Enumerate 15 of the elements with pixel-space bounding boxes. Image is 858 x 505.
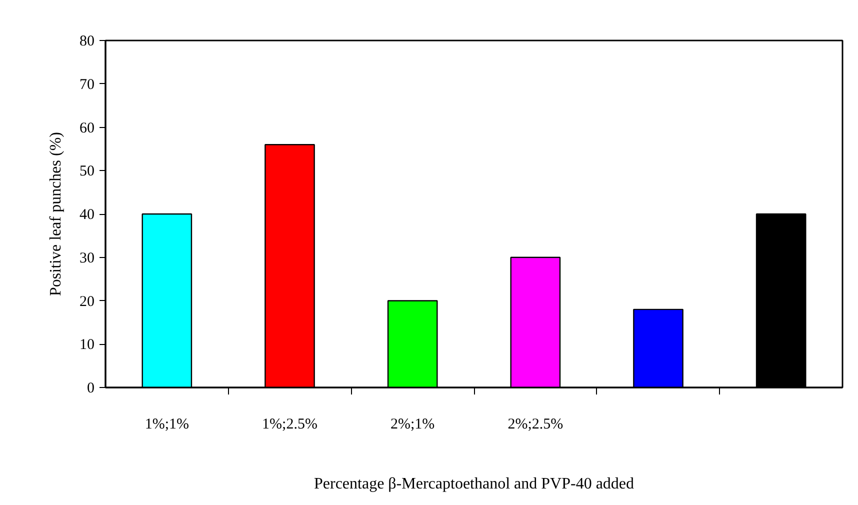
y-tick-label: 80	[80, 34, 94, 50]
y-tick-label: 40	[80, 207, 94, 223]
y-tick-label: 60	[80, 120, 94, 136]
y-tick-label: 20	[80, 294, 94, 310]
y-axis-title: Positive leaf punches (%)	[48, 132, 64, 296]
y-tick-label: 10	[80, 337, 94, 354]
y-tick-label: 70	[80, 76, 94, 93]
y-tick-label: 30	[80, 250, 94, 266]
x-tick-label: 1%;2.5%	[262, 416, 318, 432]
y-tick-label: 50	[80, 164, 94, 180]
x-tick-label: 2%;1%	[390, 416, 435, 432]
x-axis-title: Percentage β-Mercaptoethanol and PVP-40 added	[314, 476, 634, 492]
x-tick-label: 1%;1%	[144, 416, 190, 432]
x-tick-label: 2%;2.5%	[508, 416, 564, 432]
y-tick-label: 0	[87, 380, 94, 396]
